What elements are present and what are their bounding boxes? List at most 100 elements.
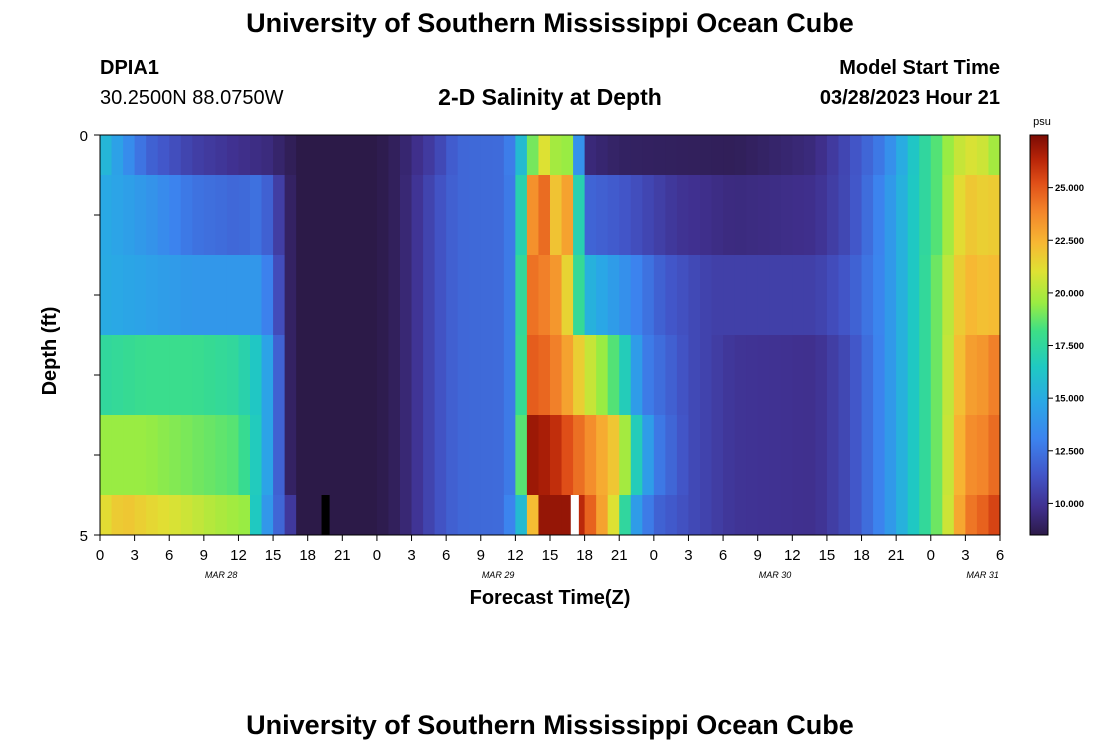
heatmap-cell — [757, 335, 770, 415]
heatmap-cell — [480, 175, 493, 255]
heatmap-cell — [861, 135, 874, 175]
heatmap-cell — [861, 175, 874, 255]
heatmap-cell — [838, 495, 851, 535]
heatmap-cell — [815, 415, 828, 495]
heatmap-cell — [192, 255, 205, 335]
heatmap-cell — [423, 175, 436, 255]
heatmap-cell — [203, 175, 216, 255]
heatmap-cell — [700, 135, 713, 175]
heatmap-cell — [723, 495, 736, 535]
y-axis: 05 — [80, 128, 100, 545]
heatmap-cell — [653, 495, 666, 535]
heatmap-cell — [746, 135, 759, 175]
heatmap-cell — [353, 495, 366, 535]
heatmap-cell — [850, 495, 863, 535]
heatmap-cell — [665, 415, 678, 495]
heatmap-cell — [215, 175, 228, 255]
heatmap-cell — [157, 495, 170, 535]
heatmap-cell — [792, 135, 805, 175]
heatmap-cell — [676, 415, 690, 495]
heatmap-cell — [976, 175, 990, 255]
heatmap-cell — [596, 175, 609, 255]
heatmap-cell — [976, 335, 990, 415]
heatmap-cell — [446, 175, 459, 255]
heatmap-cell — [861, 335, 874, 415]
heatmap-cell — [723, 255, 736, 335]
heatmap-cell — [284, 255, 297, 335]
heatmap-cell — [146, 335, 159, 415]
heatmap-cell — [988, 175, 1001, 255]
heatmap-cell — [215, 495, 228, 535]
heatmap-cell — [492, 335, 505, 415]
heatmap-cell — [550, 135, 563, 175]
heatmap-cell — [815, 335, 828, 415]
heatmap-cell — [319, 335, 332, 415]
heatmap-cell — [538, 175, 551, 255]
heatmap-cell — [953, 135, 966, 175]
heatmap-cell — [434, 335, 447, 415]
heatmap-cell — [469, 255, 482, 335]
colorbar-tick-label: 20.000 — [1055, 288, 1084, 299]
heatmap-cell — [780, 175, 793, 255]
heatmap-cell — [434, 175, 447, 255]
heatmap-cell — [238, 135, 251, 175]
heatmap-cell — [734, 415, 747, 495]
heatmap-cell — [953, 495, 966, 535]
colorbar-tick-label: 10.000 — [1055, 499, 1084, 510]
heatmap-cell — [642, 335, 655, 415]
heatmap-cell — [596, 415, 609, 495]
heatmap-cell — [873, 135, 886, 175]
heatmap-cell — [284, 335, 297, 415]
heatmap-cell — [273, 415, 286, 495]
heatmap-cell — [746, 335, 759, 415]
heatmap-cell — [873, 255, 886, 335]
heatmap-cell — [423, 415, 436, 495]
heatmap-cell — [769, 175, 782, 255]
heatmap-cell — [446, 335, 459, 415]
heatmap-cell — [526, 335, 540, 415]
heatmap-cell — [596, 495, 609, 535]
heatmap-cell — [826, 175, 840, 255]
heatmap-cell — [503, 335, 516, 415]
heatmap-cell — [342, 495, 355, 535]
heatmap-cell — [492, 495, 505, 535]
heatmap-cell — [550, 495, 563, 535]
heatmap-cell — [803, 175, 816, 255]
heatmap-cell — [550, 255, 563, 335]
heatmap-cell — [861, 415, 874, 495]
heatmap-cell — [976, 495, 990, 535]
heatmap-cell — [457, 335, 470, 415]
heatmap-cell — [434, 415, 447, 495]
x-tick-label: 21 — [334, 547, 351, 564]
heatmap-cell — [469, 175, 482, 255]
heatmap-cell — [180, 175, 193, 255]
heatmap-cell — [873, 495, 886, 535]
heatmap-cell — [896, 255, 909, 335]
heatmap-cell — [446, 135, 459, 175]
heatmap-cell — [884, 135, 897, 175]
heatmap-cell — [711, 415, 724, 495]
heatmap-cell — [711, 255, 724, 335]
heatmap-cell — [723, 175, 736, 255]
heatmap-cell — [469, 495, 482, 535]
heatmap-cell — [746, 255, 759, 335]
heatmap-cell — [123, 335, 136, 415]
heatmap-cell — [503, 415, 516, 495]
heatmap-cell — [123, 175, 136, 255]
heatmap-cell — [919, 335, 932, 415]
heatmap-cell — [653, 175, 666, 255]
heatmap-cell — [400, 175, 413, 255]
heatmap-cell — [457, 255, 470, 335]
y-axis-label: Depth (ft) — [39, 307, 61, 396]
x-tick-label: 12 — [507, 547, 524, 564]
heatmap-cell — [319, 415, 332, 495]
heatmap-cell — [515, 255, 528, 335]
heatmap-cell — [423, 495, 436, 535]
heatmap-cell — [238, 255, 251, 335]
x-tick-label: 15 — [265, 547, 282, 564]
heatmap-cell — [630, 335, 643, 415]
heatmap-cell — [180, 415, 193, 495]
heatmap-cell — [607, 415, 620, 495]
heatmap-cell — [480, 495, 493, 535]
heatmap-cell — [400, 495, 413, 535]
